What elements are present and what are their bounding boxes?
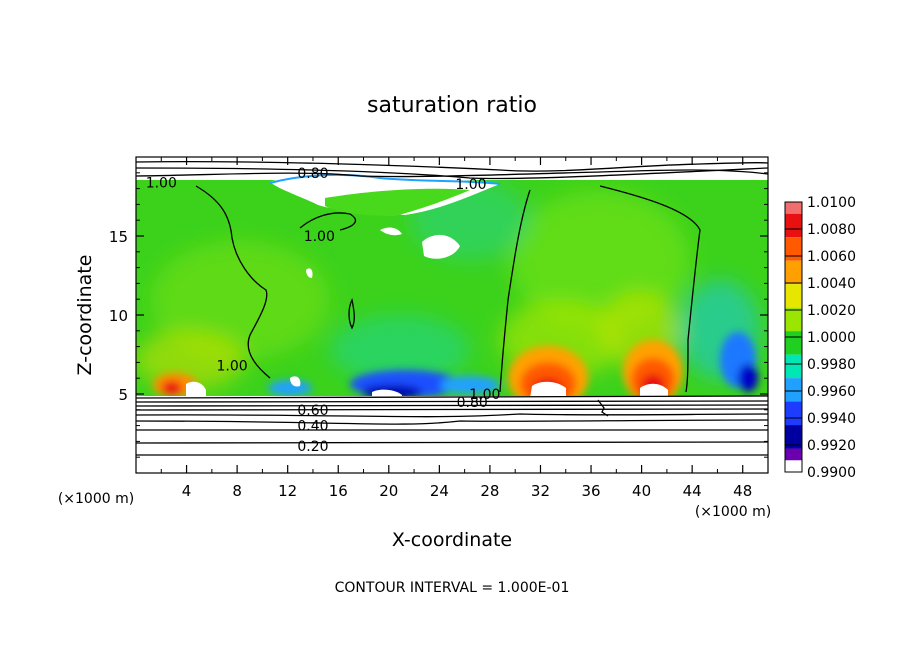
colorbar-swatch [785, 260, 802, 285]
colorbar-swatch [785, 213, 802, 238]
contour-1.00-right-cell [499, 189, 531, 393]
y-tick-label: 15 [109, 228, 128, 246]
contour-labels: 0.801.00 1.001.001.001.000.800.600.400.20 [146, 166, 501, 455]
upper-boundary-fringe [269, 173, 501, 185]
contour-ground-2 [136, 400, 768, 403]
colorbar-swatch [785, 284, 802, 308]
contour-label: 0.80 [297, 166, 328, 182]
colorbar-swatch [785, 354, 802, 379]
contour-0.60 [136, 408, 768, 411]
colorbar-swatch [785, 425, 802, 449]
contour-label: 1.00 [216, 359, 247, 375]
y-tick-label: 5 [118, 386, 128, 404]
x-axis-ticks: 4 8 12 16 20 24 28 32 36 40 44 48 [160, 157, 752, 500]
contour-label: 0.80 [457, 395, 488, 411]
x-tick-label: 48 [733, 482, 752, 500]
colorbar-label: 1.0020 [807, 303, 856, 319]
contour-0.80-top [136, 160, 768, 172]
y-axis-ticks: 5 10 15 [109, 172, 768, 458]
x-tick-label: 44 [683, 482, 702, 500]
contour-label: 0.20 [297, 439, 328, 455]
x-tick-label: 40 [632, 482, 651, 500]
contour-0.20 [136, 441, 768, 444]
colorbar-swatch [785, 378, 802, 402]
colorbar-swatch [785, 202, 802, 214]
x-tick-label: 16 [329, 482, 348, 500]
colorbar: 1.0100 1.0080 1.0060 1.0040 1.0020 1.0000 0.99… [784, 195, 856, 481]
contour-label: 1.00 [146, 175, 177, 191]
y-axis-label: Z-coordinate [74, 255, 96, 376]
x-tick-label: 32 [531, 482, 550, 500]
colorbar-label: 1.0100 [807, 195, 856, 211]
colorbar-swatch [785, 331, 802, 355]
colorbar-label: 0.9980 [807, 357, 856, 373]
x-tick-label: 12 [278, 482, 297, 500]
colorbar-label: 1.0000 [807, 330, 856, 346]
contour-label: 0.40 [297, 419, 328, 435]
contour-1.00-top [136, 169, 768, 178]
contour-1.00-left-cell [195, 185, 271, 379]
x-tick-label: 24 [430, 482, 449, 500]
colorbar-label: 1.0080 [807, 222, 856, 238]
x-tick-label: 28 [480, 482, 499, 500]
colorbar-label: 0.9920 [807, 438, 856, 454]
contour-label: 0.60 [297, 403, 328, 419]
colorbar-swatch [785, 307, 802, 332]
x-tick-label: 8 [232, 482, 242, 500]
x-tick-label: 4 [182, 482, 192, 500]
y-tick-label: 10 [109, 307, 128, 325]
colorbar-label: 1.0060 [807, 249, 856, 265]
x-unit-left: (×1000 m) [58, 491, 134, 507]
x-axis-label: X-coordinate [392, 529, 512, 551]
contour-ground-1 [136, 395, 768, 399]
contour-label: 1.00 [304, 229, 335, 245]
contour-interval-note: CONTOUR INTERVAL = 1.000E-01 [335, 580, 570, 596]
contour-1.00-right-cell-b [599, 185, 701, 393]
colorbar-label: 0.9940 [807, 411, 856, 427]
plot-area: 0.801.00 1.001.001.001.000.800.600.400.20 [136, 157, 768, 473]
colorbar-label: 0.9900 [807, 465, 856, 481]
upper-green-tongue [325, 188, 470, 216]
x-tick-label: 36 [581, 482, 600, 500]
colorbar-swatch [785, 401, 802, 426]
contour-lines [136, 160, 768, 456]
contour-wiggle-600 [597, 399, 609, 417]
contour-0.40 [136, 419, 768, 425]
contour-0.80-top-b [136, 167, 768, 180]
colorbar-label: 0.9960 [807, 384, 856, 400]
colorbar-label: 1.0040 [807, 276, 856, 292]
x-unit-right: (×1000 m) [695, 504, 771, 520]
colorbar-swatch [785, 237, 802, 261]
colorbar-swatch [785, 448, 802, 461]
contour-label: 1.00 [469, 387, 500, 403]
contour-0.60b [136, 413, 768, 418]
contour-ground-3 [136, 404, 768, 407]
x-tick-label: 20 [379, 482, 398, 500]
contour-1.00-inner [299, 212, 357, 231]
contour-1.00-small [348, 298, 355, 330]
contour-label: 1.00 [455, 177, 486, 193]
chart-title: saturation ratio [367, 93, 537, 118]
